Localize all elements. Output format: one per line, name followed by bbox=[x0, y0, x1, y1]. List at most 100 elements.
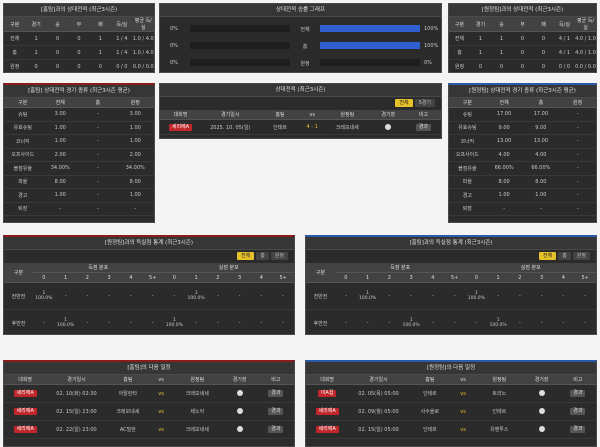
bar bbox=[320, 25, 420, 32]
cell: - bbox=[250, 282, 273, 310]
tab[interactable]: 원정 bbox=[572, 252, 590, 260]
bucket-cell: 0 bbox=[335, 272, 357, 283]
panel-title: [원정팀] 상대전적 경기 종류 (최근3시즌 평균) bbox=[449, 85, 596, 98]
bucket-cell: 4 bbox=[552, 272, 575, 283]
cell: - bbox=[163, 282, 186, 310]
match-date: 2025. 10. 05(일) bbox=[210, 124, 251, 131]
tab[interactable]: 5경기 bbox=[414, 99, 435, 107]
left-percent: 0% bbox=[170, 26, 178, 32]
cell: 아탈란타 bbox=[106, 384, 149, 403]
cell: 0 bbox=[68, 59, 90, 72]
cell: 1 100.0% bbox=[487, 309, 509, 334]
bucket-cell: 3 bbox=[530, 272, 553, 283]
away-team: 크레모네세 bbox=[335, 124, 359, 131]
tab[interactable]: 전체 bbox=[395, 99, 413, 107]
match-row: 세리에A 02. 09(월) 05:00 사수올로 vs 인테르 경과 bbox=[306, 402, 596, 421]
cell: 02. 22(일) 23:00 bbox=[46, 420, 107, 439]
data-row: 파울 8.00 8.00- bbox=[449, 175, 596, 189]
stadium-icon bbox=[538, 426, 545, 433]
tab[interactable]: 원정 bbox=[270, 252, 288, 260]
row-label: 후반전 bbox=[306, 309, 335, 334]
cell: 1 100.0% bbox=[356, 282, 379, 310]
tab[interactable]: 홈 bbox=[558, 252, 571, 260]
cell: 2.00 bbox=[116, 148, 154, 162]
cell: vs bbox=[148, 384, 174, 403]
cell: - bbox=[250, 309, 273, 334]
note-button[interactable]: 경과 bbox=[268, 426, 284, 433]
data-row: 전반전 1 100.0% - - - - - -1 100.0% - - - - bbox=[4, 282, 294, 310]
header-cell: 홈팀 bbox=[106, 375, 149, 385]
away-team: 제노아 bbox=[190, 409, 205, 415]
graph: 0% 전체 100% 0% 홈 100% 0% 원정 0% bbox=[160, 17, 441, 72]
stadium-icon bbox=[538, 390, 545, 397]
cell: 17.00 bbox=[485, 107, 523, 122]
right-percent: 100% bbox=[424, 43, 439, 49]
cell: - bbox=[79, 161, 117, 176]
note-button[interactable]: 경과 bbox=[570, 426, 586, 433]
bucket-cell: 5+ bbox=[443, 272, 466, 283]
cell: 세리에A bbox=[4, 402, 47, 421]
stadium-icon bbox=[236, 408, 243, 415]
cell: 1 bbox=[470, 31, 491, 46]
bucket-cell: 3 bbox=[400, 272, 422, 283]
panel-title: [원정팀]의 다음 일정 bbox=[306, 362, 596, 375]
league-badge: 세리에A bbox=[13, 408, 37, 415]
header-cell: 경기장 bbox=[221, 375, 258, 385]
cell: 1 100.0% bbox=[163, 309, 186, 334]
panel: 상대전적 승률 그래프 0% 전체 100% 0% 홈 100% 0% 원정 0% bbox=[159, 3, 442, 73]
stadium-icon bbox=[385, 123, 392, 130]
header-cell: 홈 bbox=[79, 98, 117, 108]
cell: 1 / 4 bbox=[111, 45, 133, 60]
cell: 4.00 bbox=[485, 148, 523, 162]
cell: 유효슈팅 bbox=[4, 121, 42, 135]
tab[interactable]: 전체 bbox=[538, 252, 557, 260]
note-button[interactable]: 경과 bbox=[415, 123, 432, 131]
cell: 세리에A bbox=[4, 384, 47, 403]
cell: - bbox=[443, 309, 466, 334]
note-button[interactable]: 경과 bbox=[570, 390, 586, 397]
percent: 100.0% bbox=[489, 323, 507, 328]
count: 1 bbox=[42, 291, 46, 296]
cell: - bbox=[185, 309, 207, 334]
league-badge: 이A컵 bbox=[317, 390, 337, 397]
cell: 0 bbox=[46, 59, 69, 72]
cell: 0 bbox=[470, 59, 491, 72]
panel: [원정팀]과의 득실점 통계 (최근3시즌) 전체 홈 원정 구분 득점 분포 실점 분포 0… bbox=[3, 235, 295, 335]
bucket-cell: 0 bbox=[465, 272, 488, 283]
cell: 1 bbox=[491, 45, 512, 60]
panel-title: [홈팀]과의 상대전적 (최근3시즌) bbox=[4, 4, 154, 17]
cell: - bbox=[141, 282, 164, 310]
tab[interactable]: 전체 bbox=[236, 252, 255, 260]
cell bbox=[523, 420, 560, 439]
cell: 0 bbox=[68, 31, 90, 46]
tab[interactable]: 홈 bbox=[256, 252, 269, 260]
percent: 100.0% bbox=[57, 323, 75, 328]
bucket-cell: 4 bbox=[120, 272, 142, 283]
tabs: 전체 홈 원정 bbox=[4, 250, 294, 263]
note-button[interactable]: 경과 bbox=[268, 390, 284, 397]
cell: 1 100.0% bbox=[465, 282, 488, 310]
panel: [원정팀]과의 상대전적 (최근3시즌) 구분 경기 승 무 패 득/실 평균 득/실 전체 1 1… bbox=[448, 3, 597, 73]
graph-row: 0% 원정 0% bbox=[160, 56, 441, 70]
cell: 1 100.0% bbox=[54, 309, 77, 334]
data-row: 코너킥 1.00-1.00 bbox=[4, 134, 154, 149]
header-cell: 무 bbox=[512, 17, 533, 32]
cell: 인테르 bbox=[408, 384, 451, 403]
cell: 경과 bbox=[559, 384, 596, 403]
match-table: 대회명 경기일시 홈팀 vs 원정팀 경기장 비고 세리에A 02. 10(화) 02:30 아탈… bbox=[4, 375, 294, 439]
note-button[interactable]: 경과 bbox=[570, 408, 586, 415]
cell: 이A컵 bbox=[306, 384, 349, 403]
cell: - bbox=[79, 202, 117, 216]
header-cell: vs bbox=[148, 375, 174, 385]
league-badge: 세리에A bbox=[13, 426, 37, 433]
cell: 오프사이드 bbox=[4, 148, 42, 162]
cell: - bbox=[76, 282, 99, 310]
cell: 0 bbox=[512, 45, 533, 60]
note-button[interactable]: 경과 bbox=[268, 408, 284, 415]
percent: 100.0% bbox=[402, 323, 420, 328]
away-team: 토리노 bbox=[492, 391, 507, 397]
header-cell: 홈 bbox=[522, 98, 560, 108]
header-row: 대회명 경기일시 홈팀 vs 원정팀 경기장 비고 bbox=[160, 110, 441, 120]
cell: 0 bbox=[533, 31, 554, 46]
cell: 경과 bbox=[559, 402, 596, 421]
